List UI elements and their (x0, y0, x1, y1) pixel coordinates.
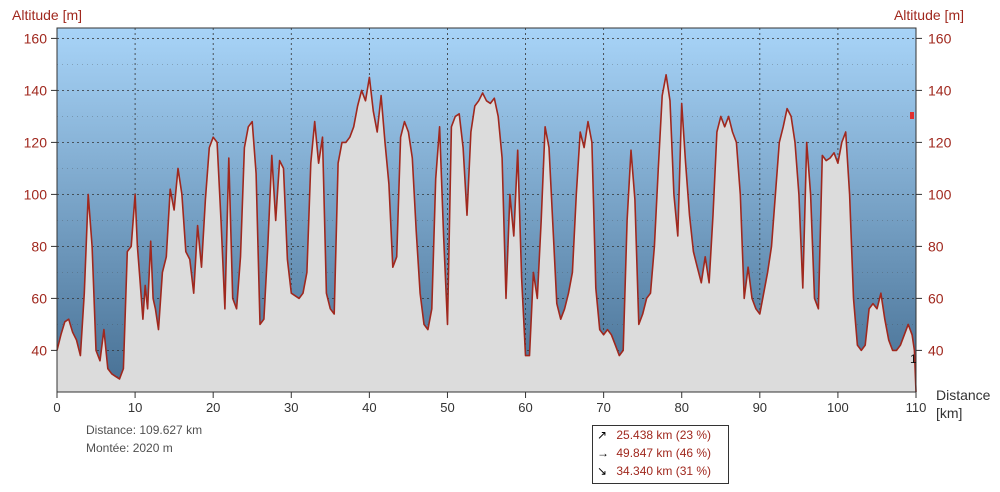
y-tick-label-right: 100 (928, 186, 952, 202)
x-tick-label: 30 (284, 400, 298, 415)
slope-legend: ↗ 25.438 km (23 %) → 49.847 km (46 %) ↘ … (592, 425, 729, 484)
legend-text-downhill: 34.340 km (31 %) (616, 464, 712, 478)
y-tick-label-right: 60 (928, 290, 944, 306)
arrow-down-right-icon: ↘ (597, 464, 608, 478)
climb-stat: Montée: 2020 m (86, 441, 173, 455)
x-tick-label: 70 (596, 400, 610, 415)
y-tick-label-left: 140 (24, 82, 48, 98)
end-marker (910, 112, 914, 119)
x-tick-label: 90 (753, 400, 767, 415)
end-marker-label: 1 (910, 352, 917, 366)
y-tick-label-left: 100 (24, 186, 48, 202)
y-axis-label-left: Altitude [m] (12, 7, 82, 23)
y-axis-label-right: Altitude [m] (894, 7, 964, 23)
y-tick-label-left: 160 (24, 30, 48, 46)
x-tick-label: 10 (128, 400, 142, 415)
x-axis-label: Distance (936, 387, 991, 403)
y-tick-label-right: 40 (928, 342, 944, 358)
arrow-right-icon: → (597, 446, 609, 460)
plot-frame (56, 27, 917, 393)
distance-stat: Distance: 109.627 km (86, 423, 203, 437)
y-tick-label-right: 140 (928, 82, 952, 98)
altitude-line (56, 74, 917, 393)
y-tick-label-left: 60 (31, 290, 47, 306)
legend-row-uphill: ↗ 25.438 km (23 %) (593, 426, 728, 444)
tick-labels: 0 10 20 30 40 50 60 70 80 90 100 110 40 40 60 60 80 80 100… (24, 30, 952, 415)
x-tick-label: 60 (518, 400, 532, 415)
y-tick-label-right: 160 (928, 30, 952, 46)
y-tick-label-right: 80 (928, 238, 944, 254)
legend-text-uphill: 25.438 km (23 %) (616, 428, 712, 442)
arrow-up-right-icon: ↗ (597, 428, 608, 442)
y-tick-label-left: 120 (24, 134, 48, 150)
x-tick-label: 20 (206, 400, 220, 415)
legend-text-flat: 49.847 km (46 %) (616, 446, 712, 460)
x-tick-label: 110 (906, 400, 927, 415)
route-stats: Distance: 109.627 km Montée: 2020 m (86, 421, 202, 457)
x-tick-label: 0 (53, 400, 60, 415)
y-tick-label-left: 40 (31, 342, 47, 358)
y-tick-label-left: 80 (31, 238, 47, 254)
x-tick-label: 100 (827, 400, 849, 415)
x-tick-label: 80 (674, 400, 688, 415)
x-axis-unit: [km] (936, 405, 962, 421)
x-tick-label: 40 (362, 400, 376, 415)
y-tick-label-right: 120 (928, 134, 952, 150)
legend-row-flat: → 49.847 km (46 %) (593, 444, 728, 462)
series-layer (56, 74, 917, 393)
legend-row-downhill: ↘ 34.340 km (31 %) (593, 462, 728, 480)
x-tick-label: 50 (440, 400, 454, 415)
altitude-area (57, 74, 916, 393)
